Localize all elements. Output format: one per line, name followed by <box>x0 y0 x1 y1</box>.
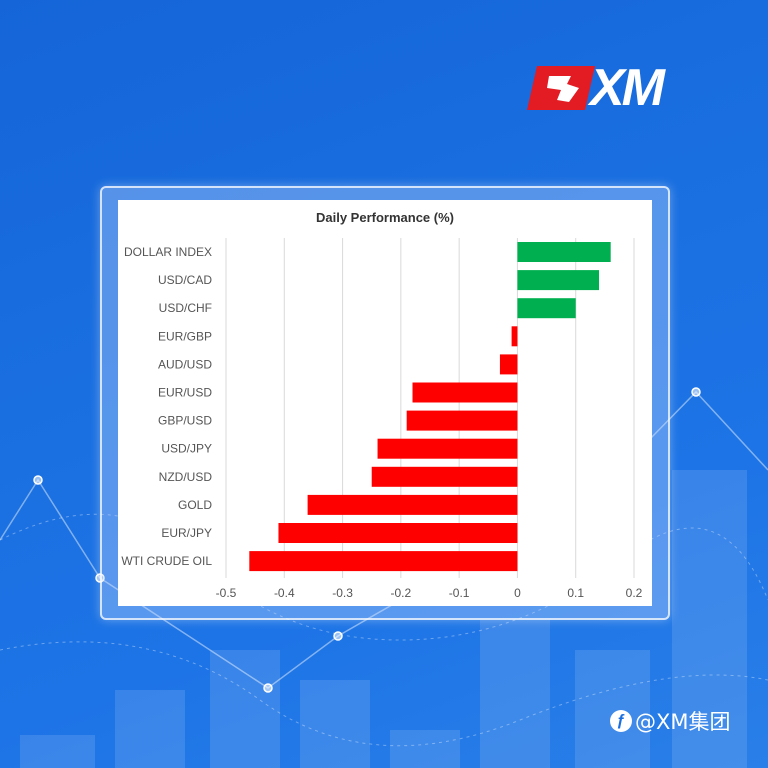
x-tick-label: -0.1 <box>449 586 470 600</box>
category-label: EUR/GBP <box>158 329 212 343</box>
category-label: USD/CAD <box>158 273 212 287</box>
category-label: GBP/USD <box>158 414 212 428</box>
category-label: DOLLAR INDEX <box>124 245 212 259</box>
category-label: WTI CRUDE OIL <box>121 554 212 568</box>
watermark-text: @XM集团 <box>635 710 731 734</box>
x-tick-label: 0 <box>514 586 521 600</box>
xm-logo-mark <box>527 66 595 110</box>
social-icon: ƒ <box>610 710 632 732</box>
bar <box>307 494 518 515</box>
x-tick-label: -0.5 <box>216 586 237 600</box>
x-tick-label: -0.2 <box>391 586 412 600</box>
bar <box>249 551 518 572</box>
x-tick-label: -0.4 <box>274 586 295 600</box>
x-tick-label: 0.1 <box>567 586 584 600</box>
category-label: USD/CHF <box>159 301 212 315</box>
category-label: NZD/USD <box>159 470 213 484</box>
bar <box>517 298 576 319</box>
category-label: EUR/USD <box>158 386 212 400</box>
bar <box>406 410 518 431</box>
bar <box>517 242 611 262</box>
bar <box>278 523 518 543</box>
category-label: USD/JPY <box>161 442 212 456</box>
watermark: ƒ @XM集团 <box>610 708 731 734</box>
bar <box>412 382 518 403</box>
x-tick-label: -0.3 <box>332 586 353 600</box>
bar <box>511 326 518 347</box>
xm-logo-text: XM <box>590 59 665 117</box>
category-label: EUR/JPY <box>161 526 212 540</box>
bar <box>371 466 518 487</box>
x-tick-label: 0.2 <box>626 586 643 600</box>
bar <box>499 354 518 375</box>
category-label: AUD/USD <box>158 357 212 371</box>
category-label: GOLD <box>178 498 212 512</box>
bar <box>517 270 600 291</box>
bar <box>377 438 518 459</box>
